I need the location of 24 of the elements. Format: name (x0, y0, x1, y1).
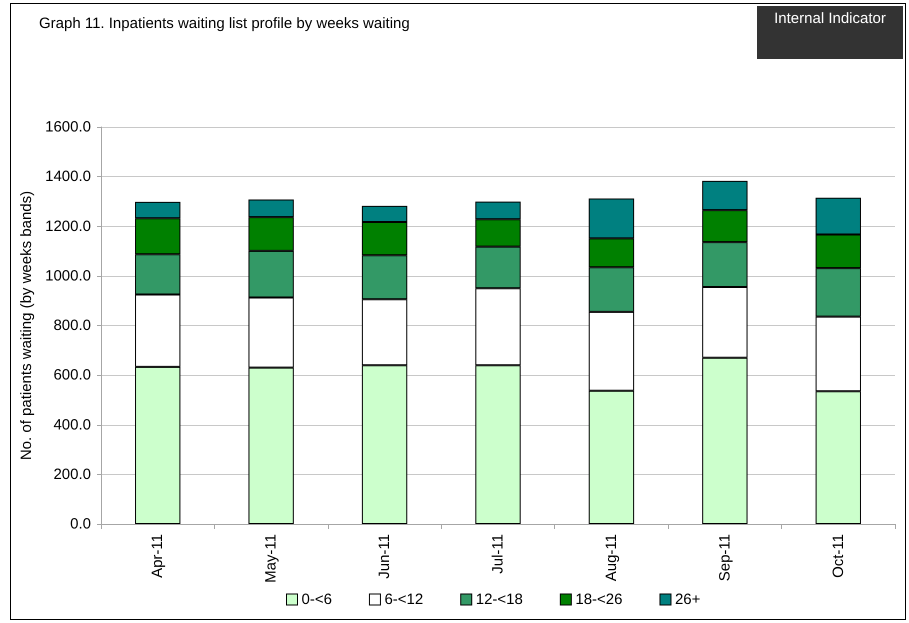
x-tick-label: Jul-11 (490, 534, 506, 574)
x-tick-label: Oct-11 (830, 534, 847, 578)
chart-title: Graph 11. Inpatients waiting list profile by weeks waiting (39, 15, 410, 32)
legend-label: 6-<12 (384, 591, 424, 608)
y-axis-title: No. of patients waiting (by weeks bands) (18, 190, 36, 460)
y-tick-label: 600.0 (53, 366, 91, 384)
legend-label: 12-<18 (476, 591, 523, 608)
x-tick-label: Apr-11 (149, 534, 166, 578)
y-tick-label: 1400.0 (45, 168, 91, 186)
label-badge: Internal Indicator (757, 6, 903, 59)
y-tick-label: 400.0 (53, 416, 91, 434)
y-tick-label: 1200.0 (45, 218, 91, 235)
y-tick-label: 1600.0 (45, 118, 91, 136)
x-tick-label: Aug-11 (602, 534, 620, 582)
y-tick-label: 800.0 (53, 317, 91, 334)
x-tick-label: May-11 (262, 534, 280, 583)
y-tick-label: 1000.0 (45, 267, 91, 284)
legend-label: 0-<6 (302, 591, 332, 608)
y-tick-label: 200.0 (53, 466, 91, 483)
y-tick-label: 0.0 (70, 516, 91, 532)
x-tick-label: Sep-11 (716, 534, 734, 582)
legend-label: 26+ (674, 591, 701, 608)
x-tick-label: Jun-11 (376, 534, 394, 579)
legend-label: 18-<26 (575, 591, 622, 608)
